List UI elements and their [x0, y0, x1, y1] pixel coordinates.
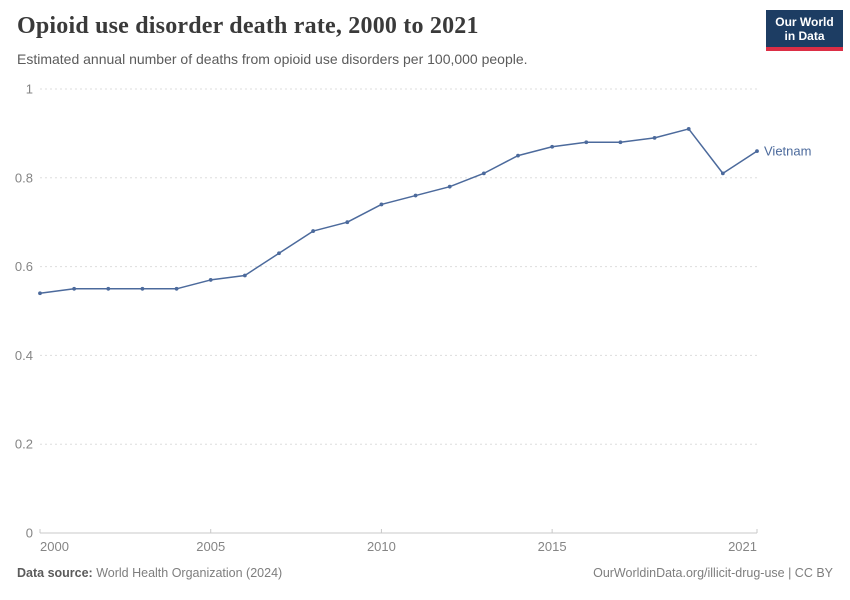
data-point[interactable]: [516, 153, 520, 158]
citation-link[interactable]: OurWorldinData.org/illicit-drug-use | CC…: [593, 566, 833, 580]
data-point[interactable]: [208, 278, 213, 282]
data-point[interactable]: [277, 251, 281, 256]
y-tick-label: 0: [26, 526, 33, 541]
chart-footer: Data source: World Health Organization (…: [17, 566, 833, 580]
data-point[interactable]: [755, 149, 759, 154]
series-label[interactable]: Vietnam: [764, 144, 811, 159]
data-point[interactable]: [447, 184, 452, 189]
data-source-label: Data source:: [17, 566, 93, 580]
data-point[interactable]: [550, 144, 555, 149]
x-tick-label: 2000: [40, 539, 69, 554]
data-source-note: Data source: World Health Organization (…: [17, 566, 282, 580]
data-point[interactable]: [38, 291, 42, 296]
data-point[interactable]: [72, 286, 77, 291]
data-line[interactable]: [39, 128, 758, 294]
y-tick-label: 0.2: [15, 437, 33, 452]
owid-logo-line2: in Data: [784, 29, 825, 43]
data-point[interactable]: [242, 273, 247, 278]
data-point[interactable]: [413, 193, 418, 198]
owid-logo[interactable]: Our World in Data: [766, 10, 843, 51]
data-point[interactable]: [618, 140, 623, 145]
data-source-value: World Health Organization (2024): [92, 566, 283, 580]
data-point[interactable]: [686, 127, 691, 131]
data-point[interactable]: [345, 220, 350, 225]
data-point[interactable]: [311, 229, 316, 233]
x-tick-label: 2021: [728, 539, 757, 554]
data-point[interactable]: [584, 140, 589, 145]
data-point[interactable]: [106, 286, 111, 291]
data-point[interactable]: [720, 171, 725, 176]
data-point[interactable]: [140, 286, 145, 291]
x-tick-label: 2010: [367, 539, 396, 554]
x-tick-label: 2005: [196, 539, 225, 554]
data-point[interactable]: [652, 135, 657, 140]
owid-logo-line1: Our World: [775, 15, 834, 29]
x-tick-label: 2015: [538, 539, 567, 554]
y-tick-label: 1: [26, 82, 33, 97]
y-tick-label: 0.6: [15, 259, 33, 274]
page-subtitle: Estimated annual number of deaths from o…: [17, 51, 528, 67]
data-point[interactable]: [379, 202, 384, 207]
page-title: Opioid use disorder death rate, 2000 to …: [17, 13, 479, 39]
data-point[interactable]: [481, 171, 486, 176]
y-tick-label: 0.4: [15, 348, 33, 363]
data-point[interactable]: [174, 286, 179, 291]
y-tick-label: 0.8: [15, 170, 33, 185]
